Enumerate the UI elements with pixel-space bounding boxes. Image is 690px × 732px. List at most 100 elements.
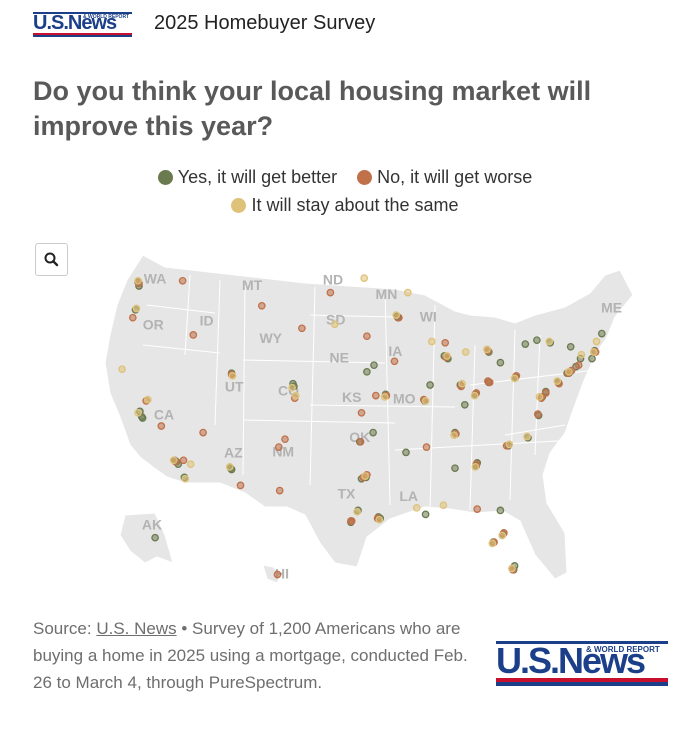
dot-same-5[interactable] [169, 456, 178, 465]
dot-worse-46[interactable] [347, 517, 355, 525]
dot-same-29[interactable] [523, 432, 531, 441]
dot-same-2[interactable] [118, 365, 126, 374]
dot-same-34[interactable] [577, 350, 586, 359]
dot-worse-11[interactable] [281, 435, 289, 444]
dot-same-15[interactable] [392, 311, 401, 319]
dot-same-33[interactable] [589, 348, 598, 356]
dot-worse-14[interactable] [356, 437, 365, 446]
legend-item-better[interactable]: Yes, it will get better [157, 167, 337, 188]
dot-better-69[interactable] [151, 533, 159, 542]
dot-same-18[interactable] [443, 352, 451, 360]
dot-better-68[interactable] [363, 367, 371, 376]
dot-same-23[interactable] [471, 463, 480, 471]
dot-same-37[interactable] [412, 503, 421, 512]
dot-worse-49[interactable] [363, 332, 371, 341]
dot-worse-5[interactable] [157, 422, 166, 430]
dot-same-20[interactable] [470, 391, 479, 400]
dot-better-56[interactable] [588, 354, 596, 363]
dot-worse-8[interactable] [199, 428, 207, 437]
dot-worse-13[interactable] [274, 443, 283, 451]
dot-better-67[interactable] [370, 361, 378, 370]
dot-better-31[interactable] [496, 358, 505, 367]
usnews-logo[interactable]: U.S.News & WORLD REPORT [33, 12, 132, 37]
dot-same-36[interactable] [439, 501, 448, 510]
dot-same-39[interactable] [427, 337, 436, 346]
dot-better-63[interactable] [426, 381, 434, 389]
dot-same-12[interactable] [353, 507, 361, 516]
dot-same-43[interactable] [592, 337, 601, 346]
dot-better-61[interactable] [533, 336, 541, 345]
usnews-logo-footer[interactable]: U.S.News & WORLD REPORT [496, 641, 668, 686]
dot-worse-47[interactable] [275, 486, 284, 495]
dot-better-66[interactable] [369, 428, 377, 437]
dot-worse-1[interactable] [178, 276, 187, 285]
dot-same-26[interactable] [498, 531, 507, 540]
dot-worse-37[interactable] [533, 410, 542, 418]
dot-same-35[interactable] [545, 337, 554, 346]
dot-worse-3[interactable] [128, 313, 137, 322]
dot-worse-19[interactable] [390, 357, 399, 366]
state-label-az: AZ [224, 445, 243, 461]
dot-worse-55[interactable] [273, 570, 282, 579]
dot-better-37[interactable] [451, 464, 459, 473]
dot-better-57[interactable] [597, 329, 606, 338]
dot-same-17[interactable] [380, 393, 389, 401]
dot-same-14[interactable] [375, 515, 384, 524]
source-link[interactable]: U.S. News [96, 619, 177, 638]
dot-same-40[interactable] [461, 348, 470, 356]
dot-same-7[interactable] [186, 460, 195, 469]
dot-same-16[interactable] [421, 397, 430, 405]
dot-same-4[interactable] [144, 395, 152, 404]
dot-worse-52[interactable] [298, 324, 306, 333]
dot-worse-2[interactable] [189, 331, 198, 339]
dot-same-30[interactable] [535, 393, 544, 401]
dot-same-6[interactable] [181, 474, 190, 483]
dot-better-38[interactable] [421, 510, 430, 519]
source-text: • Survey of 1,200 Americans who are buyi… [33, 619, 468, 692]
dot-same-1[interactable] [132, 304, 141, 313]
respondent-dots [118, 274, 606, 579]
dot-worse-54[interactable] [473, 505, 482, 513]
search-button[interactable] [35, 243, 68, 276]
legend-item-same[interactable]: It will stay about the same [231, 195, 459, 216]
dot-worse-32[interactable] [422, 443, 431, 451]
dot-worse-10[interactable] [236, 481, 245, 490]
dot-same-11[interactable] [291, 391, 300, 400]
dot-same-42[interactable] [360, 274, 369, 282]
dot-worse-48[interactable] [326, 288, 335, 297]
dot-same-13[interactable] [361, 472, 369, 480]
dot-worse-45[interactable] [485, 378, 494, 387]
dot-same-41[interactable] [330, 320, 339, 329]
dot-worse-53[interactable] [257, 301, 266, 310]
dot-same-32[interactable] [565, 367, 573, 376]
dot-same-10[interactable] [288, 383, 296, 392]
dot-same-19[interactable] [458, 379, 466, 388]
dot-worse-51[interactable] [371, 391, 380, 400]
dot-same-8[interactable] [225, 463, 234, 471]
dot-same-22[interactable] [510, 374, 519, 383]
dot-worse-23[interactable] [441, 338, 450, 347]
dot-better-39[interactable] [496, 506, 505, 515]
dot-same-31[interactable] [553, 377, 562, 385]
dot-better-62[interactable] [460, 400, 469, 409]
dot-same-3[interactable] [134, 408, 142, 417]
dot-worse-44[interactable] [541, 389, 550, 397]
dot-same-9[interactable] [228, 371, 237, 380]
dot-better-5[interactable] [138, 414, 147, 422]
legend-item-worse[interactable]: No, it will get worse [357, 167, 532, 188]
dot-worse-7[interactable] [179, 456, 188, 465]
dot-same-28[interactable] [505, 440, 514, 449]
dot-better-58[interactable] [566, 342, 575, 351]
dot-same-38[interactable] [403, 288, 412, 297]
state-label-ok: OK [349, 429, 370, 445]
dot-same-24[interactable] [450, 431, 458, 440]
dot-same-27[interactable] [508, 564, 516, 573]
dot-worse-50[interactable] [357, 408, 366, 417]
dot-better-60[interactable] [521, 340, 530, 348]
dot-same-0[interactable] [134, 276, 142, 285]
dot-worse-43[interactable] [574, 361, 583, 370]
dot-better-64[interactable] [402, 448, 410, 457]
dot-same-21[interactable] [483, 345, 491, 354]
dot-same-25[interactable] [488, 539, 497, 548]
